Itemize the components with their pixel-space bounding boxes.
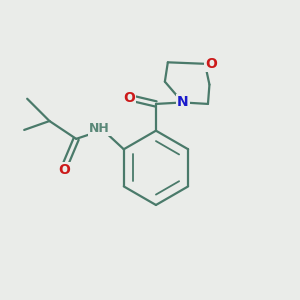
Text: N: N	[177, 95, 188, 110]
Text: O: O	[206, 57, 218, 71]
Text: O: O	[58, 163, 70, 177]
Text: O: O	[123, 91, 135, 105]
Text: NH: NH	[89, 122, 110, 135]
